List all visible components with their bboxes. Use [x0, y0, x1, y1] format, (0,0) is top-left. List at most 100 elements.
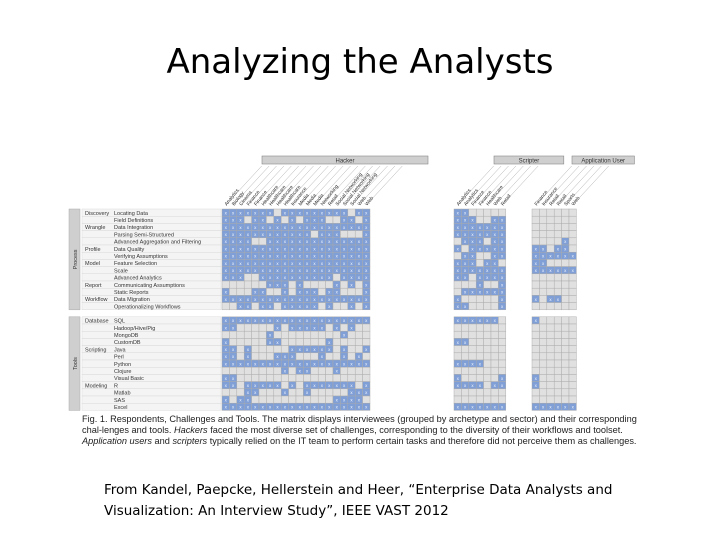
matrix-cell-empty	[475, 295, 484, 303]
matrix-cell-empty	[561, 374, 570, 382]
matrix-cell-empty	[236, 287, 245, 296]
cell-mark: x	[365, 268, 368, 273]
matrix-cell-empty	[453, 330, 462, 339]
row-label: Data Quality	[114, 247, 145, 253]
cell-mark: x	[501, 225, 504, 230]
matrix-cell-empty	[362, 366, 371, 375]
matrix-cell-empty	[332, 388, 341, 397]
matrix-cell-empty	[251, 338, 260, 346]
cell-mark: x	[284, 232, 287, 237]
matrix-cell-empty	[310, 352, 319, 361]
matrix-cell-empty	[498, 208, 507, 217]
cell-mark: x	[358, 254, 361, 259]
matrix-cell-empty	[539, 330, 548, 339]
sector-leader-line	[247, 165, 285, 206]
matrix-cell-empty	[347, 287, 356, 296]
matrix-cell-empty	[288, 280, 297, 289]
matrix-cell-empty	[539, 366, 548, 375]
matrix-cell-empty	[498, 316, 507, 325]
matrix-cell-empty	[453, 280, 462, 289]
cell-mark: x	[479, 383, 482, 388]
cell-mark: x	[306, 290, 309, 295]
matrix-cell-empty	[236, 374, 245, 382]
cell-mark: x	[365, 246, 368, 251]
matrix-cell-empty	[539, 230, 548, 239]
cell-mark: x	[343, 354, 346, 359]
matrix-cell-empty	[546, 273, 555, 282]
sector-leader-line	[299, 165, 336, 206]
cell-mark: x	[479, 232, 482, 237]
cell-mark: x	[343, 246, 346, 251]
matrix-cell-empty	[461, 345, 470, 354]
cell-mark: x	[262, 261, 265, 266]
cell-mark: x	[350, 318, 353, 323]
cell-mark: x	[358, 361, 361, 366]
cell-mark: x	[313, 275, 316, 280]
cell-mark: x	[336, 268, 339, 273]
cell-mark: x	[262, 268, 265, 273]
cell-mark: x	[269, 405, 272, 410]
slide-citation: From Kandel, Paepcke, Hellerstein and He…	[104, 482, 613, 519]
cell-mark: x	[501, 268, 504, 273]
matrix-cell-empty	[303, 330, 312, 339]
cell-mark: x	[276, 325, 279, 330]
matrix-cell-empty	[229, 330, 238, 339]
cell-mark: x	[284, 304, 287, 309]
matrix-cell-empty	[553, 345, 562, 354]
cell-mark: x	[501, 275, 504, 280]
cell-mark: x	[276, 239, 279, 244]
matrix-cell-empty	[280, 395, 289, 404]
cell-mark: x	[269, 297, 272, 302]
matrix-cell-empty	[539, 273, 548, 282]
matrix-cell-empty	[288, 374, 297, 382]
row-label-bg	[81, 402, 222, 411]
sector-leader-line	[472, 165, 509, 206]
matrix-cell-empty	[490, 352, 499, 361]
cell-mark: x	[471, 318, 474, 323]
caption-text-3: and	[154, 436, 170, 446]
matrix-cell-empty	[483, 302, 492, 311]
matrix-cell-empty	[539, 352, 548, 361]
matrix-cell-empty	[498, 345, 507, 354]
matrix-cell-empty	[553, 338, 562, 346]
cell-mark: x	[336, 369, 339, 374]
sector-leader-line	[277, 165, 314, 206]
row-label-bg	[81, 366, 222, 375]
cell-mark: x	[254, 268, 257, 273]
cell-mark: x	[291, 261, 294, 266]
matrix-cell-empty	[539, 237, 548, 246]
cell-mark: x	[494, 218, 497, 223]
matrix-cell-empty	[468, 388, 477, 397]
matrix-cell-empty	[546, 330, 555, 339]
matrix-cell-empty	[553, 237, 562, 246]
cell-mark: x	[306, 383, 309, 388]
matrix-cell-empty	[347, 338, 356, 346]
row-label: Python	[114, 362, 131, 368]
matrix-cell-empty	[266, 352, 275, 361]
cell-mark: x	[336, 318, 339, 323]
row-label-bg	[81, 266, 222, 274]
cell-mark: x	[239, 210, 242, 215]
matrix-cell-empty	[340, 280, 349, 289]
matrix-cell-empty	[553, 374, 562, 382]
matrix-cell-empty	[362, 338, 371, 346]
cell-mark: x	[471, 405, 474, 410]
matrix-cell-empty	[568, 223, 577, 231]
cell-mark: x	[501, 232, 504, 237]
matrix-cell-empty	[553, 366, 562, 375]
matrix-cell-empty	[539, 338, 548, 346]
sector-leader-line	[535, 165, 572, 206]
cell-mark: x	[471, 361, 474, 366]
cell-mark: x	[247, 268, 250, 273]
row-label-bg	[81, 388, 222, 397]
matrix-cell-empty	[280, 381, 289, 390]
cell-mark: x	[365, 390, 368, 395]
matrix-cell-empty	[303, 280, 312, 289]
cell-mark: x	[299, 318, 302, 323]
matrix-cell-empty	[475, 215, 484, 224]
cell-mark: x	[269, 340, 272, 345]
matrix-cell-empty	[453, 237, 462, 246]
matrix-cell-empty	[288, 338, 297, 346]
cell-mark: x	[225, 347, 228, 352]
sector-leader-line	[269, 165, 307, 206]
